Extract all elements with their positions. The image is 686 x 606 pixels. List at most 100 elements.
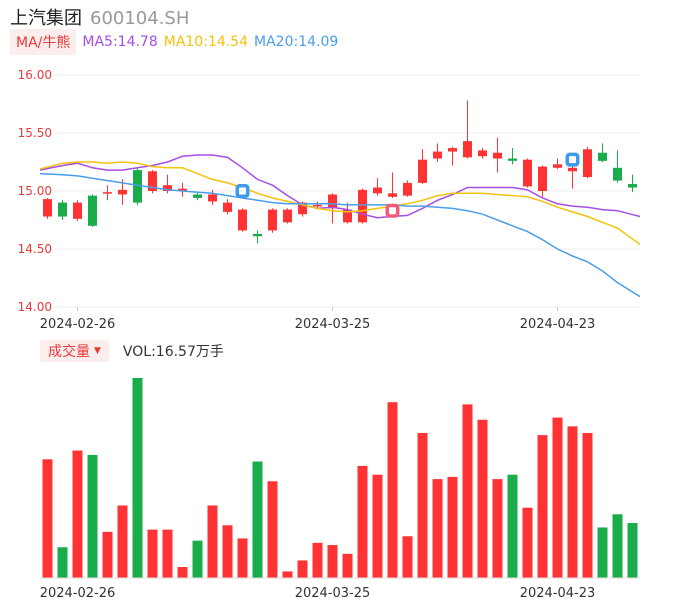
candle-body (148, 171, 157, 191)
price-tick-label: 15.50 (18, 126, 52, 140)
candle (58, 200, 67, 220)
candle (88, 194, 97, 227)
candle (178, 182, 187, 197)
candle (583, 146, 592, 179)
candle (508, 148, 517, 165)
candle-body (103, 192, 112, 194)
volume-bar (387, 402, 398, 578)
price-tick-label: 14.50 (18, 242, 52, 256)
volume-bar (117, 505, 128, 578)
volume-bar (372, 474, 383, 578)
volume-bar (327, 545, 338, 578)
volume-bar (147, 529, 158, 578)
volume-bar (102, 531, 113, 578)
candle-body (463, 141, 472, 158)
volume-value: VOL:16.57万手 (122, 344, 224, 360)
candle-body (223, 202, 232, 212)
date-label: 2024-04-23 (520, 317, 596, 332)
volume-bar (237, 538, 248, 578)
volume-bar (222, 525, 233, 578)
candle-body (493, 152, 502, 159)
volume-bar (177, 567, 188, 578)
volume-legend: 成交量 ▼ VOL:16.57万手 (40, 340, 224, 362)
volume-bar (492, 479, 503, 578)
candle-body (268, 209, 277, 231)
candle-body (208, 194, 217, 202)
candle-body (613, 167, 622, 181)
price-date-labels: 2024-02-26 2024-03-25 2024-04-23 (40, 307, 596, 332)
candle (223, 199, 232, 215)
candle (253, 230, 262, 244)
volume-bar (72, 450, 83, 578)
pink-marker-icon-glyph (389, 207, 396, 215)
volume-bar (87, 454, 98, 578)
candle-body (88, 195, 97, 226)
price-axis-labels: 16.00 15.50 15.00 14.50 14.00 (18, 68, 52, 314)
candle (403, 180, 412, 197)
candle-body (343, 209, 352, 223)
volume-bar (612, 514, 623, 578)
volume-bar (522, 507, 533, 578)
candle (193, 192, 202, 201)
candle-body (568, 167, 577, 172)
volume-indicator-dropdown[interactable]: 成交量 ▼ (40, 340, 109, 362)
volume-bar (447, 476, 458, 578)
candle (553, 158, 562, 169)
candle (103, 185, 112, 201)
candle-body (328, 194, 337, 209)
volume-bar (162, 529, 173, 578)
volume-bar (357, 465, 368, 578)
ma10-legend: MA10:14.54 (163, 34, 249, 50)
candle (268, 208, 277, 233)
volume-bar (207, 505, 218, 578)
ma20-legend: MA20:14.09 (254, 34, 339, 50)
date-label: 2024-04-23 (520, 586, 596, 601)
candle-body (478, 150, 487, 157)
candle-body (598, 152, 607, 161)
candle-body (628, 184, 637, 188)
volume-bar (477, 419, 488, 578)
price-tick-label: 14.00 (18, 300, 52, 314)
date-label: 2024-03-25 (295, 317, 371, 332)
candle-body (283, 209, 292, 223)
candle-body (73, 202, 82, 219)
date-label: 2024-02-26 (40, 586, 116, 601)
ma5-legend: MA5:14.78 (82, 34, 158, 50)
candle (73, 200, 82, 222)
volume-bar (132, 378, 143, 578)
ma20-line (39, 172, 641, 298)
volume-bar (417, 432, 428, 578)
candle-body (253, 233, 262, 237)
candle-body (43, 199, 52, 217)
candle (208, 189, 217, 205)
candle (523, 158, 532, 188)
candle (358, 188, 367, 224)
candle (238, 208, 247, 232)
candle-body (403, 182, 412, 196)
volume-bar (57, 547, 68, 578)
candle-body (178, 188, 187, 191)
candle (598, 143, 607, 162)
candle-body (238, 209, 247, 231)
candle (148, 170, 157, 194)
volume-bar (432, 479, 443, 578)
volume-bar (192, 540, 203, 578)
candle-body (448, 148, 457, 152)
ma-toggle-button[interactable]: MA/牛熊 (10, 29, 77, 55)
volume-bar (312, 542, 323, 578)
candle (328, 193, 337, 224)
candle-body (523, 159, 532, 187)
blue-marker-icon-glyph (239, 187, 246, 195)
candle (448, 146, 457, 166)
ma-legend: MA/牛熊 MA5:14.78 MA10:14.54 MA20:14.09 (10, 29, 339, 55)
candle-body (418, 159, 427, 183)
candle-body (508, 158, 517, 161)
volume-bar (597, 527, 608, 578)
volume-bar (627, 523, 638, 578)
candle (463, 100, 472, 159)
candlesticks (43, 100, 637, 244)
candle-body (388, 193, 397, 197)
ma5-line (39, 154, 641, 219)
blue-marker-icon (235, 184, 250, 198)
